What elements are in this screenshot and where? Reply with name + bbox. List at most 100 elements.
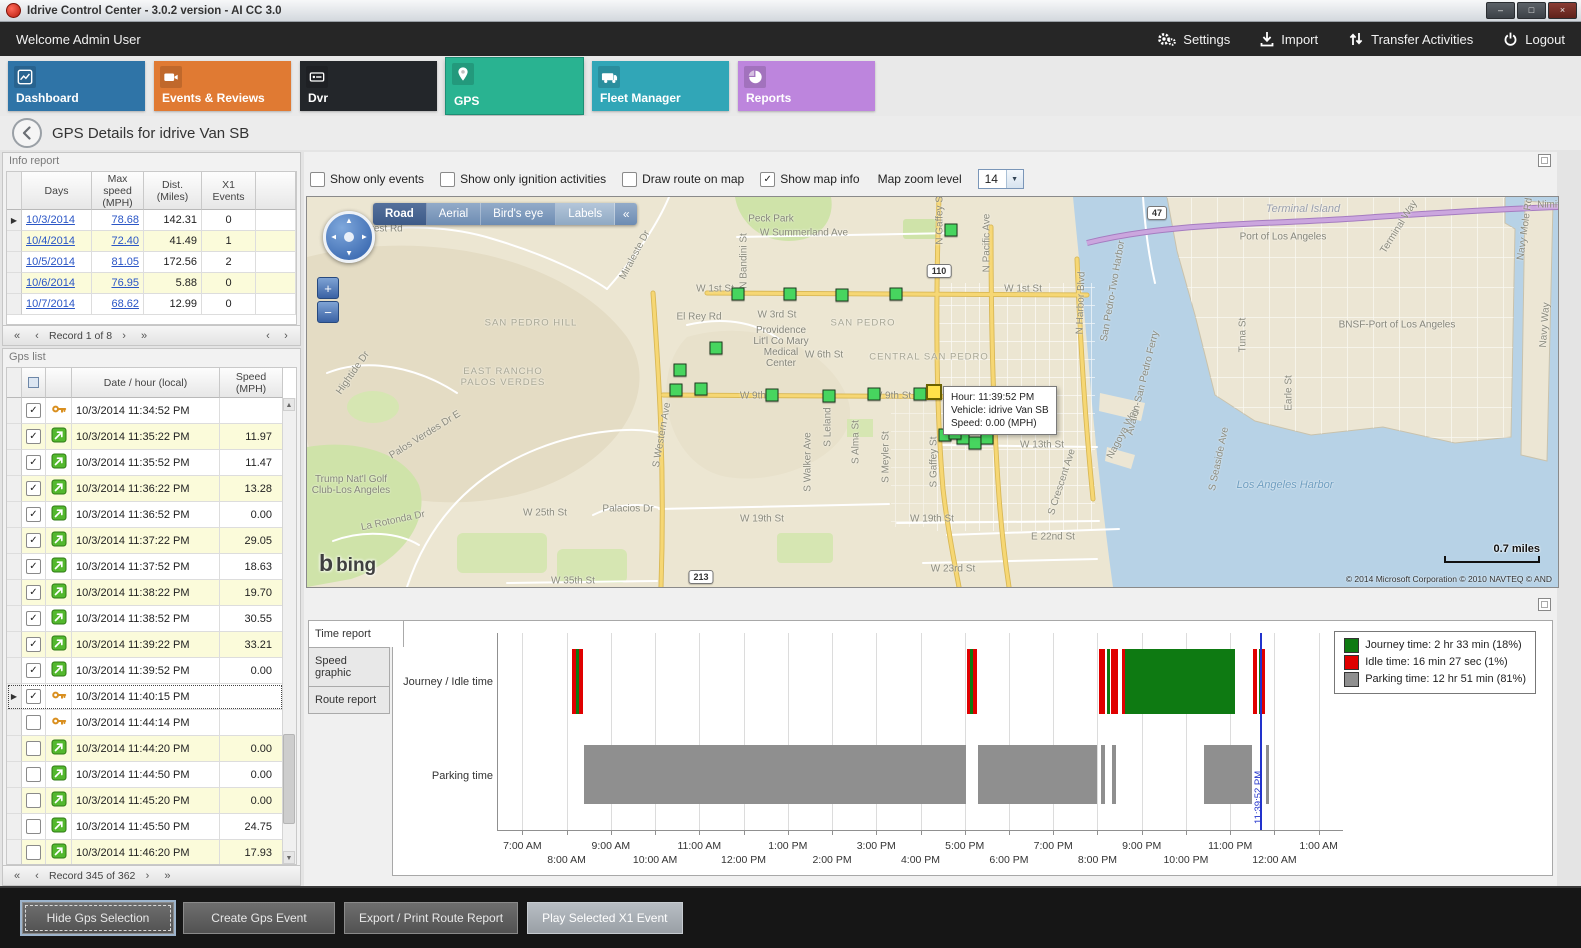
row-checkbox[interactable]: ✓ — [26, 637, 41, 652]
list-item[interactable]: 10/3/2014 11:44:14 PM — [7, 710, 283, 736]
pan-south-icon[interactable]: ▲ — [345, 249, 353, 258]
gps-map-marker[interactable] — [822, 389, 836, 403]
tab-reports[interactable]: Reports — [738, 61, 875, 111]
show-only-events-checkbox-box[interactable] — [310, 171, 325, 187]
list-item[interactable]: ✓ 10/3/2014 11:38:22 PM 19.70 — [7, 580, 283, 606]
gps-pager-last-button[interactable]: » — [164, 869, 171, 882]
day-link[interactable]: 10/3/2014 — [26, 214, 75, 226]
map-zoom-in-button[interactable]: + — [317, 277, 339, 299]
list-item[interactable]: 10/3/2014 11:44:20 PM 0.00 — [7, 736, 283, 762]
show-only-events-checkbox[interactable]: Show only events — [310, 171, 424, 187]
map-view-tab-bird-s-eye[interactable]: Bird's eye — [481, 203, 557, 225]
info-pager-last-button[interactable]: » — [140, 329, 148, 342]
max-speed-link[interactable]: 81.05 — [111, 256, 139, 268]
day-link[interactable]: 10/4/2014 — [26, 235, 75, 247]
list-item[interactable]: 10/3/2014 11:44:50 PM 0.00 — [7, 762, 283, 788]
show-map-info-checkbox[interactable]: ✓ Show map info — [760, 171, 860, 187]
max-speed-link[interactable]: 68.62 — [111, 298, 139, 310]
gps-map-marker[interactable] — [709, 341, 723, 355]
list-item[interactable]: ✓ 10/3/2014 11:39:22 PM 33.21 — [7, 632, 283, 658]
list-item[interactable]: ▶ ✓ 10/3/2014 11:40:15 PM — [7, 684, 283, 710]
list-item[interactable]: ✓ 10/3/2014 11:36:52 PM 0.00 — [7, 502, 283, 528]
pan-west-icon[interactable]: ▲ — [328, 233, 338, 241]
info-hscroll-left-button[interactable]: ‹ — [266, 329, 270, 342]
column-header[interactable]: Max speed (MPH) — [92, 172, 144, 210]
scroll-down-icon[interactable]: ▼ — [283, 851, 295, 864]
row-checkbox[interactable] — [26, 845, 41, 860]
list-item[interactable]: 10/3/2014 11:46:20 PM 17.93 — [7, 840, 283, 864]
gps-map-marker[interactable] — [694, 382, 708, 396]
map-bar-collapse-button[interactable]: « — [615, 203, 638, 225]
show-only-ignition-activities-checkbox[interactable]: Show only ignition activities — [440, 171, 606, 187]
gps-list-scrollbar[interactable]: ▲ ▼ — [282, 398, 296, 864]
export-print-route-report-button[interactable]: Export / Print Route Report — [344, 902, 519, 934]
row-checkbox[interactable]: ✓ — [26, 507, 41, 522]
column-header[interactable]: Dist. (Miles) — [144, 172, 202, 210]
gps-map-marker[interactable] — [731, 287, 745, 301]
info-pager-prev-button[interactable]: ‹ — [35, 329, 39, 342]
table-row[interactable]: 10/6/2014 76.95 5.88 0 — [7, 273, 296, 294]
hide-gps-selection-button[interactable]: Hide Gps Selection — [22, 902, 174, 934]
max-speed-link[interactable]: 76.95 — [111, 277, 139, 289]
map-view-tab-road[interactable]: Road — [373, 203, 427, 225]
tab-fleet-manager[interactable]: Fleet Manager — [592, 61, 729, 111]
column-header[interactable]: Speed (MPH) — [220, 368, 283, 398]
tab-dashboard[interactable]: Dashboard — [8, 61, 145, 111]
play-selected-x1-event-button[interactable]: Play Selected X1 Event — [527, 902, 683, 934]
row-checkbox[interactable]: ✓ — [26, 481, 41, 496]
selected-gps-map-marker[interactable] — [926, 384, 942, 400]
select-all-header[interactable] — [22, 368, 46, 398]
map-view-tab-aerial[interactable]: Aerial — [426, 203, 482, 225]
row-checkbox[interactable]: ✓ — [26, 689, 41, 704]
tab-events-reviews[interactable]: Events & Reviews — [154, 61, 291, 111]
table-row[interactable]: 10/5/2014 81.05 172.56 2 — [7, 252, 296, 273]
create-gps-event-button[interactable]: Create Gps Event — [183, 902, 335, 934]
table-row[interactable]: 10/4/2014 72.40 41.49 1 — [7, 231, 296, 252]
back-button[interactable] — [12, 118, 42, 148]
row-checkbox[interactable]: ✓ — [26, 559, 41, 574]
map-compass[interactable]: ▲ ▲ ▲ ▲ — [323, 211, 375, 263]
table-row[interactable]: 10/7/2014 68.62 12.99 0 — [7, 294, 296, 315]
tab-speed-graphic[interactable]: Speed graphic — [308, 647, 390, 686]
list-item[interactable]: 10/3/2014 11:45:20 PM 0.00 — [7, 788, 283, 814]
list-item[interactable]: ✓ 10/3/2014 11:38:52 PM 30.55 — [7, 606, 283, 632]
gps-map-marker[interactable] — [835, 288, 849, 302]
list-item[interactable]: ✓ 10/3/2014 11:37:52 PM 18.63 — [7, 554, 283, 580]
tab-time-report[interactable]: Time report — [308, 620, 404, 647]
show-map-info-checkbox-box[interactable]: ✓ — [760, 171, 776, 187]
row-checkbox[interactable]: ✓ — [26, 429, 41, 444]
map-zoom-out-button[interactable]: − — [317, 301, 339, 323]
gps-map-marker[interactable] — [669, 383, 683, 397]
map-canvas[interactable]: Peck Park W Summerland Ave Crest Rd Mirales… — [306, 196, 1559, 588]
row-checkbox[interactable]: ✓ — [26, 455, 41, 470]
pan-north-icon[interactable]: ▲ — [345, 216, 353, 225]
row-checkbox[interactable] — [26, 741, 41, 756]
table-row[interactable]: ▶ 10/3/2014 78.68 142.31 0 — [7, 210, 296, 231]
chart-panel-expand-button[interactable] — [1538, 598, 1551, 611]
gps-map-marker[interactable] — [944, 223, 958, 237]
row-checkbox[interactable] — [26, 767, 41, 782]
gps-map-marker[interactable] — [783, 287, 797, 301]
gps-map-marker[interactable] — [913, 387, 927, 401]
day-link[interactable]: 10/6/2014 — [26, 277, 75, 289]
list-item[interactable]: ✓ 10/3/2014 11:35:22 PM 11.97 — [7, 424, 283, 450]
info-pager-next-button[interactable]: › — [122, 329, 126, 342]
row-checkbox[interactable]: ✓ — [26, 403, 41, 418]
list-item[interactable]: ✓ 10/3/2014 11:34:52 PM — [7, 398, 283, 424]
minimize-button[interactable]: – — [1486, 2, 1515, 19]
show-only-ignition-activities-checkbox-box[interactable] — [440, 171, 456, 187]
row-checkbox[interactable]: ✓ — [26, 533, 41, 548]
map-panel-expand-button[interactable] — [1538, 154, 1551, 167]
gps-map-marker[interactable] — [673, 363, 687, 377]
row-checkbox[interactable]: ✓ — [26, 611, 41, 626]
close-button[interactable]: × — [1548, 2, 1577, 19]
gps-pager-prev-button[interactable]: ‹ — [35, 869, 39, 882]
tab-dvr[interactable]: Dvr — [300, 61, 437, 111]
gps-pager-first-button[interactable]: « — [13, 869, 21, 882]
day-link[interactable]: 10/7/2014 — [26, 298, 75, 310]
tab-route-report[interactable]: Route report — [308, 686, 390, 714]
row-checkbox[interactable] — [26, 793, 41, 808]
list-item[interactable]: ✓ 10/3/2014 11:39:52 PM 0.00 — [7, 658, 283, 684]
settings-button[interactable]: Settings — [1157, 31, 1230, 47]
list-item[interactable]: ✓ 10/3/2014 11:36:22 PM 13.28 — [7, 476, 283, 502]
